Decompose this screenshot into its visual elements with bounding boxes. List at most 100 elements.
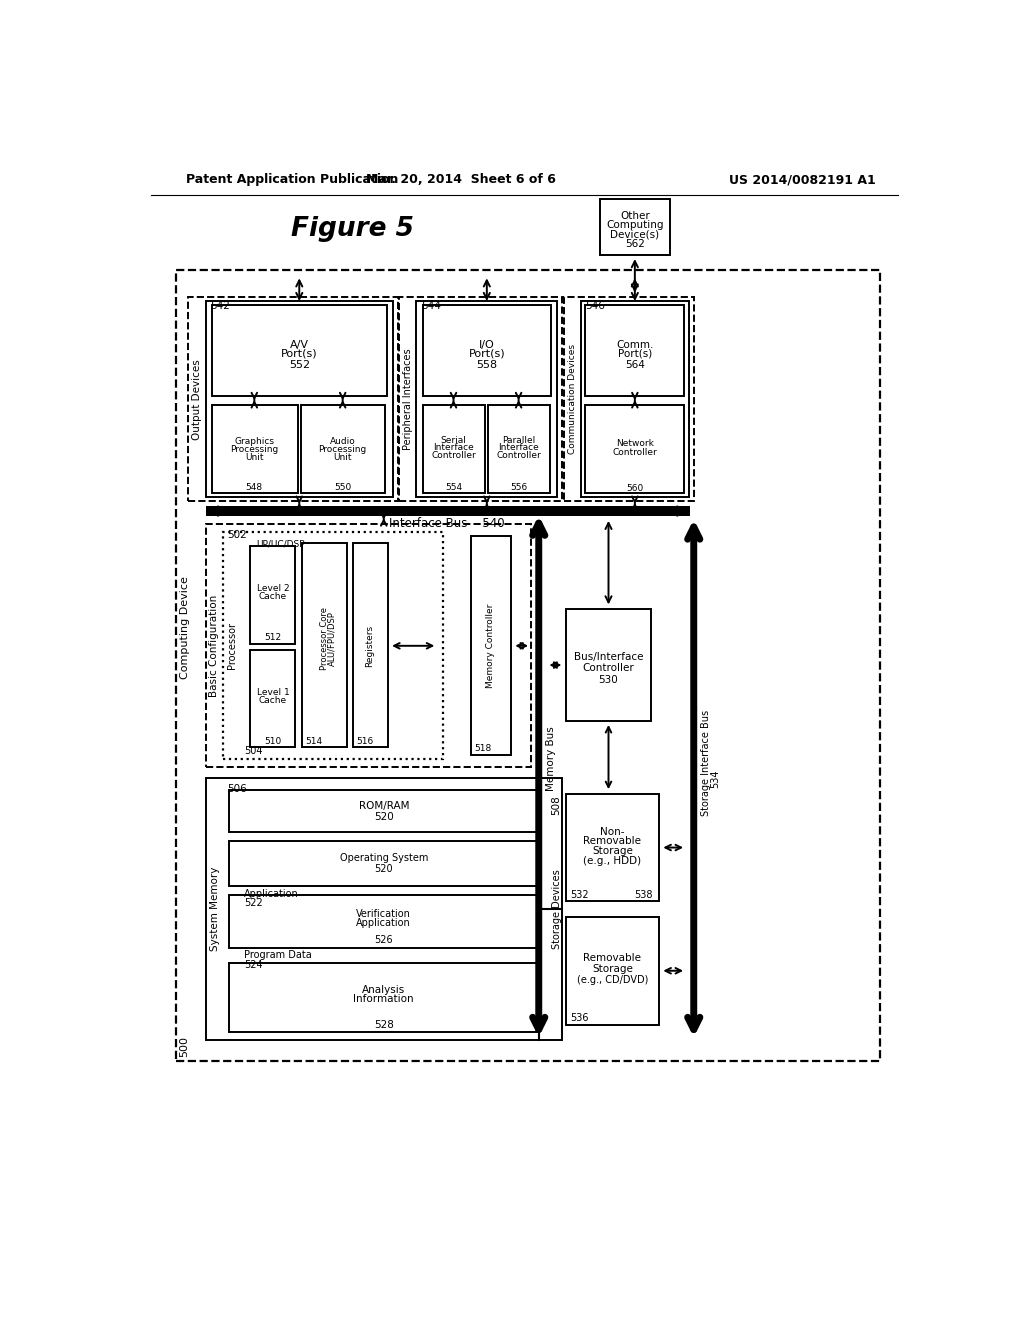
Bar <box>176 271 880 1061</box>
Text: Level 1: Level 1 <box>257 688 290 697</box>
Text: 532: 532 <box>570 890 589 900</box>
Bar <box>251 545 295 644</box>
Text: Operating System: Operating System <box>340 853 428 863</box>
Text: Port(s): Port(s) <box>469 348 505 359</box>
Text: Processing: Processing <box>318 445 367 454</box>
Text: Verification: Verification <box>356 908 412 919</box>
Text: Other: Other <box>620 211 649 222</box>
Text: Computing Device: Computing Device <box>179 576 189 678</box>
Text: 528: 528 <box>374 1019 393 1030</box>
Text: 538: 538 <box>634 890 652 900</box>
Text: Controller: Controller <box>583 663 635 673</box>
Text: Registers: Registers <box>366 624 375 667</box>
Text: Information: Information <box>353 994 414 1005</box>
Bar <box>352 544 388 747</box>
Text: Application: Application <box>356 917 411 928</box>
Text: System Memory: System Memory <box>210 867 220 952</box>
Text: 562: 562 <box>625 239 645 249</box>
Text: Cache: Cache <box>259 696 287 705</box>
Text: 516: 516 <box>356 737 374 746</box>
Bar <box>566 917 658 1024</box>
Text: 512: 512 <box>264 632 282 642</box>
Text: Interface: Interface <box>433 444 474 453</box>
Text: Program Data: Program Data <box>245 950 312 961</box>
Text: Processor Core: Processor Core <box>319 607 329 669</box>
Bar <box>399 297 562 502</box>
Bar <box>222 532 443 759</box>
Text: Network: Network <box>615 438 653 447</box>
Text: I/O: I/O <box>479 339 495 350</box>
Bar <box>206 301 393 498</box>
Bar <box>566 793 658 902</box>
Text: Controller: Controller <box>497 451 541 461</box>
Text: 506: 506 <box>227 784 247 795</box>
Text: 510: 510 <box>264 737 282 746</box>
Text: 550: 550 <box>334 483 351 491</box>
Text: Serial: Serial <box>440 436 467 445</box>
Text: Peripheral Interfaces: Peripheral Interfaces <box>402 348 413 450</box>
Text: 520: 520 <box>374 812 393 822</box>
Bar <box>302 544 346 747</box>
Text: 504: 504 <box>245 746 263 756</box>
Text: Storage Interface Bus: Storage Interface Bus <box>701 710 711 816</box>
Text: Memory Controller: Memory Controller <box>486 603 496 688</box>
Text: 554: 554 <box>445 483 462 491</box>
Text: 534: 534 <box>711 770 721 788</box>
Text: 546: 546 <box>586 301 605 312</box>
Bar <box>206 506 690 516</box>
Text: 548: 548 <box>246 483 263 491</box>
Text: Output Devices: Output Devices <box>191 359 202 440</box>
Text: 556: 556 <box>510 483 527 491</box>
Text: Controller: Controller <box>431 451 476 461</box>
Text: Processing: Processing <box>230 445 279 454</box>
Text: Application: Application <box>245 888 299 899</box>
Text: 522: 522 <box>245 898 263 908</box>
Text: Device(s): Device(s) <box>610 230 659 240</box>
Text: (e.g., HDD): (e.g., HDD) <box>584 857 641 866</box>
Bar <box>563 297 693 502</box>
Text: Unit: Unit <box>334 453 352 462</box>
Bar <box>586 405 684 494</box>
Text: UP/UC/DSP: UP/UC/DSP <box>257 540 305 549</box>
Bar <box>471 536 511 755</box>
Text: 514: 514 <box>305 737 323 746</box>
Text: Basic Configuration: Basic Configuration <box>209 595 219 697</box>
Text: 564: 564 <box>625 360 645 370</box>
Text: Bus/Interface: Bus/Interface <box>573 652 643 663</box>
Bar <box>586 305 684 396</box>
Bar <box>600 199 670 255</box>
Text: Communication Devices: Communication Devices <box>567 345 577 454</box>
Text: Removable: Removable <box>584 953 641 964</box>
Text: US 2014/0082191 A1: US 2014/0082191 A1 <box>729 173 876 186</box>
Text: ROM/RAM: ROM/RAM <box>358 801 409 810</box>
Bar <box>206 524 531 767</box>
Bar <box>301 405 385 494</box>
Bar <box>228 841 539 886</box>
Bar <box>423 305 551 396</box>
Text: 544: 544 <box>421 301 440 312</box>
Text: Non-: Non- <box>600 828 625 837</box>
Bar <box>206 779 562 1040</box>
Text: Level 2: Level 2 <box>257 585 289 593</box>
Text: Storage: Storage <box>592 846 633 857</box>
Text: 502: 502 <box>227 529 247 540</box>
Text: 520: 520 <box>375 865 393 874</box>
Bar <box>251 649 295 747</box>
Bar <box>488 405 550 494</box>
Bar <box>228 789 539 832</box>
Text: Processor: Processor <box>227 622 237 669</box>
Text: Removable: Removable <box>584 837 641 846</box>
Text: Audio: Audio <box>330 437 355 446</box>
Text: (e.g., CD/DVD): (e.g., CD/DVD) <box>577 975 648 985</box>
Text: 530: 530 <box>599 676 618 685</box>
Text: Port(s): Port(s) <box>281 348 317 359</box>
Text: Unit: Unit <box>245 453 263 462</box>
Bar <box>188 297 397 502</box>
Text: Storage: Storage <box>592 964 633 974</box>
Text: Memory Bus: Memory Bus <box>546 726 556 792</box>
Text: Comm.: Comm. <box>616 339 653 350</box>
Text: Storage Devices: Storage Devices <box>552 870 561 949</box>
Text: Analysis: Analysis <box>362 985 406 995</box>
Text: Cache: Cache <box>259 593 287 601</box>
Text: Interface Bus    540: Interface Bus 540 <box>389 517 505 529</box>
